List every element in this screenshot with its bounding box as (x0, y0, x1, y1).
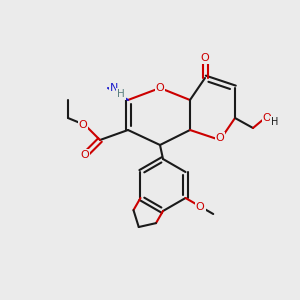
Text: O: O (216, 133, 224, 143)
Text: O: O (201, 53, 209, 63)
Text: O: O (156, 83, 164, 93)
Text: H: H (271, 117, 279, 127)
Text: N: N (110, 83, 118, 93)
Text: O: O (196, 202, 205, 212)
Text: H: H (117, 89, 125, 99)
Text: O: O (262, 113, 272, 123)
Text: O: O (81, 150, 89, 160)
Text: O: O (79, 120, 87, 130)
